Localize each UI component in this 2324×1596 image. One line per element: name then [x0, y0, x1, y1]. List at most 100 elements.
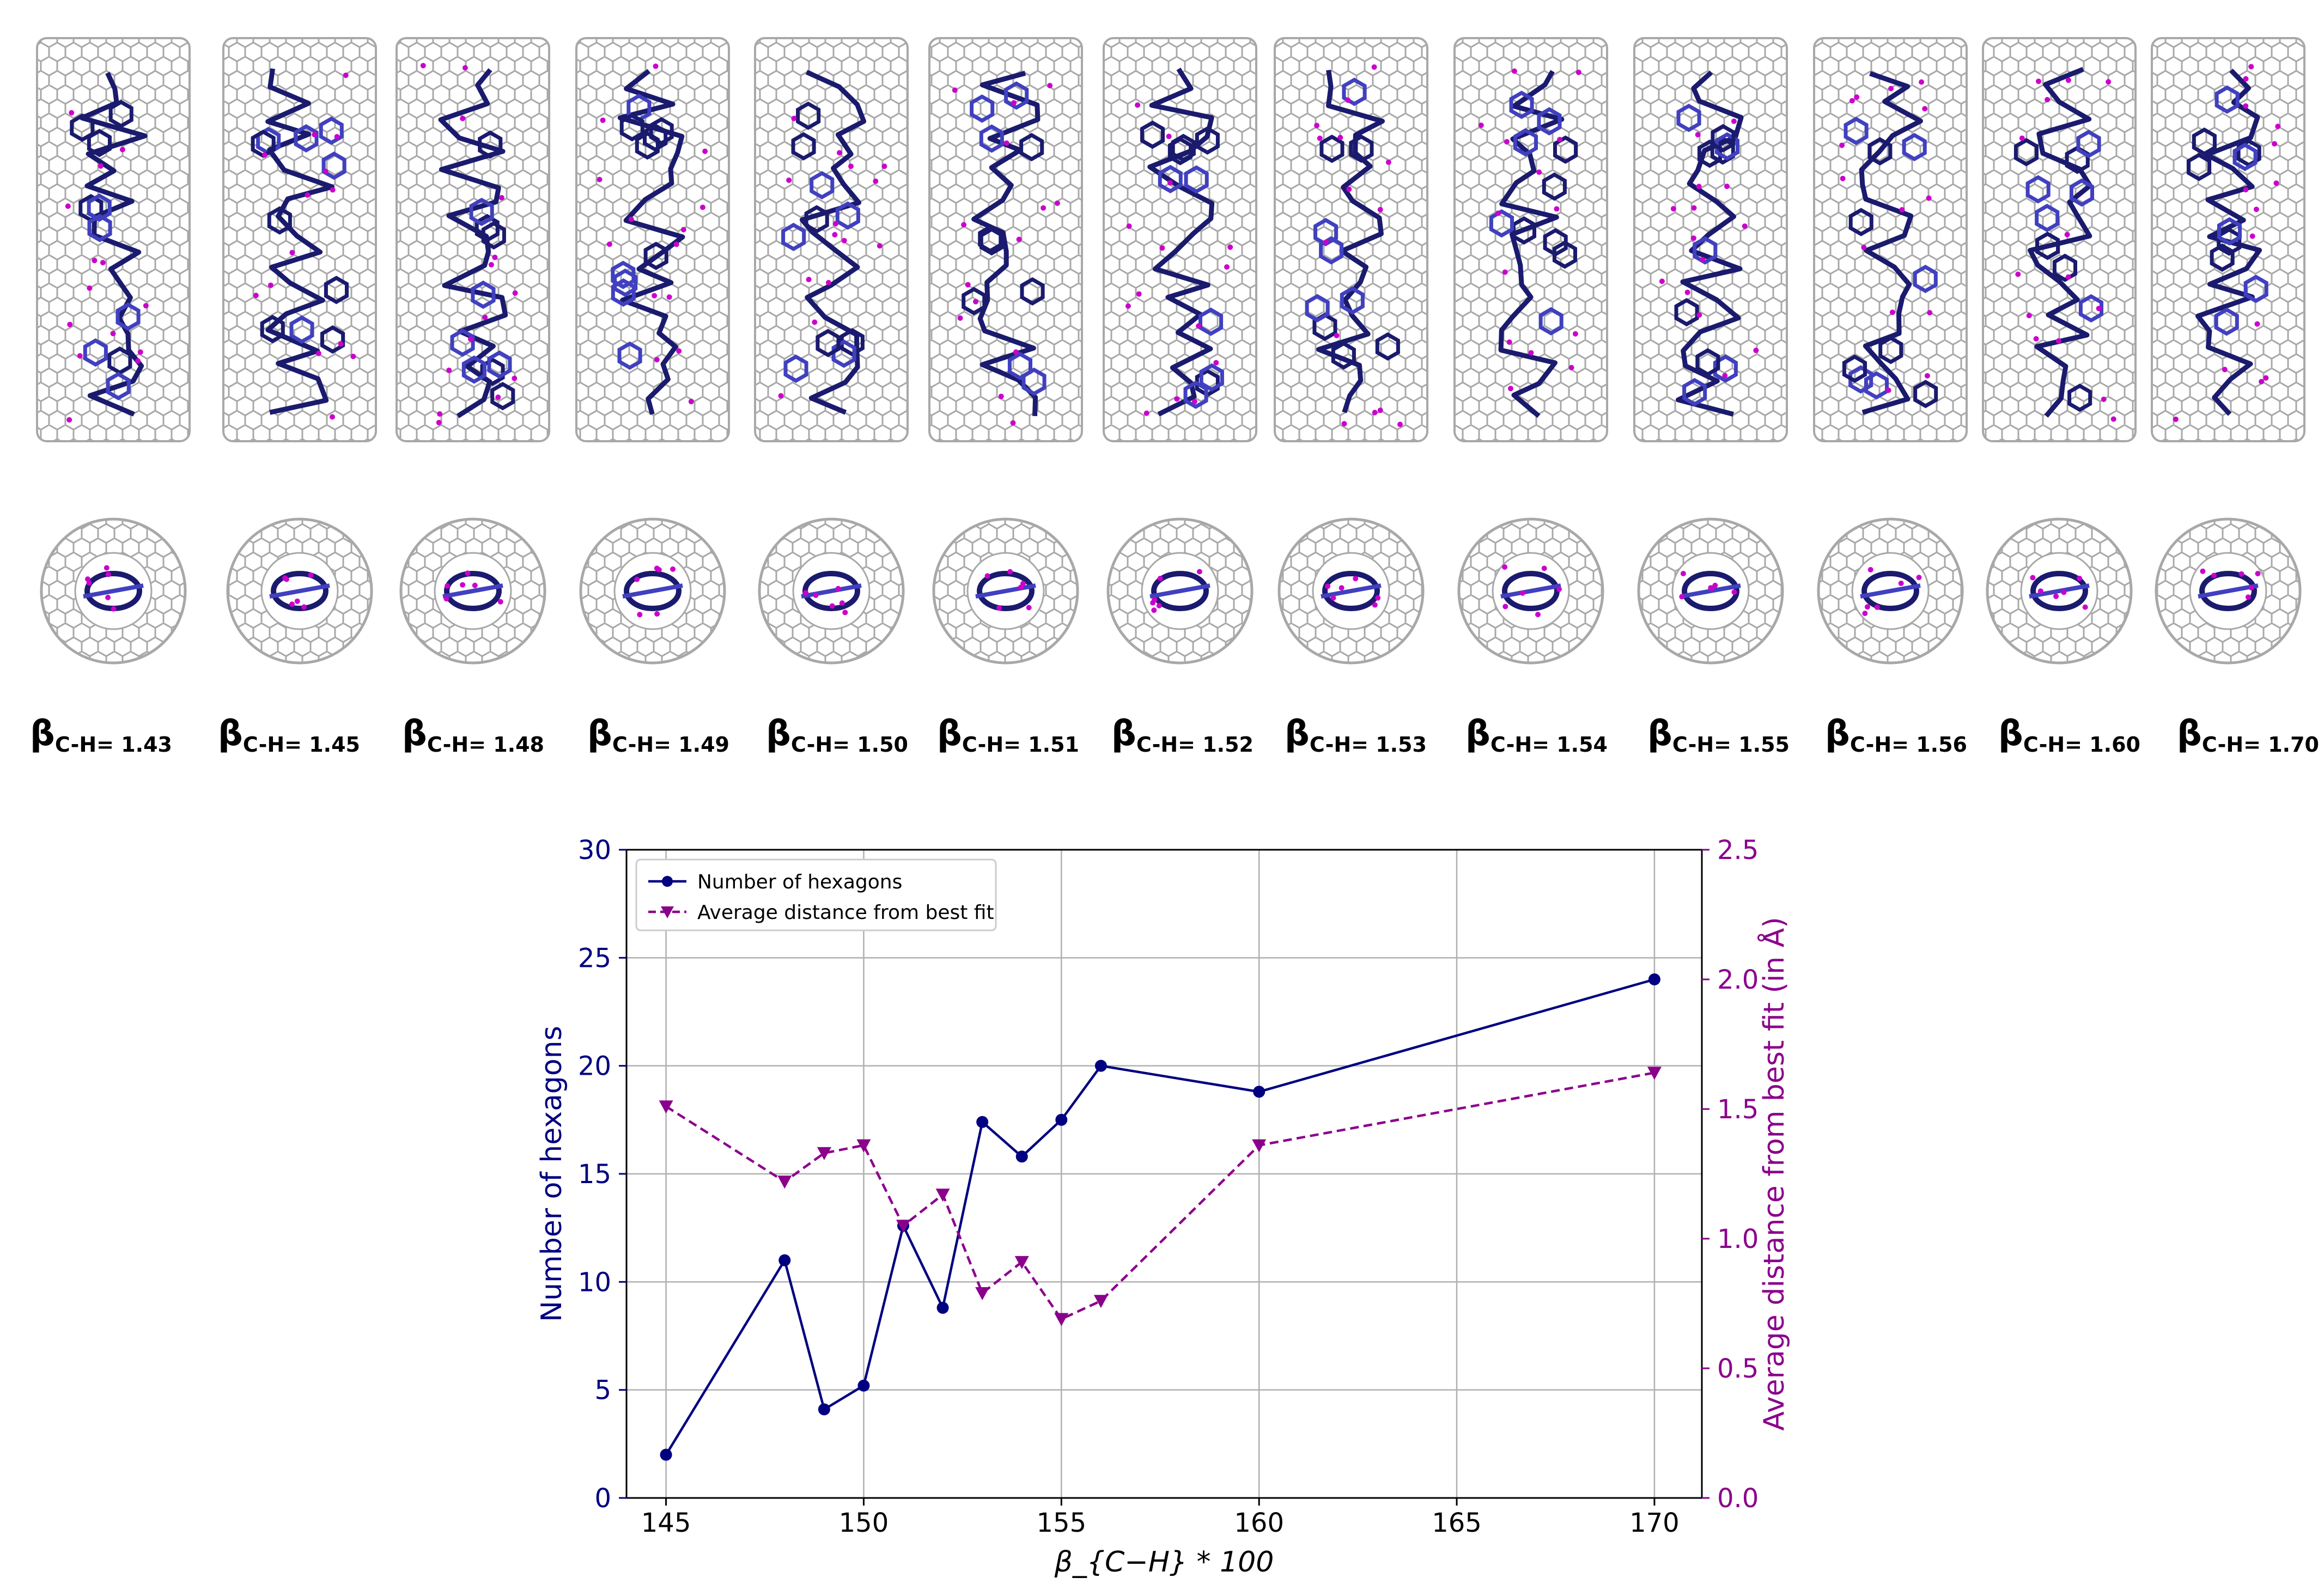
beta-symbol: β: [766, 714, 791, 754]
data-point-hexagons: [1648, 973, 1660, 985]
beta-subscript: C-H= 1.54: [1490, 733, 1608, 757]
molecule-structure: [420, 63, 518, 425]
x-tick-label: 165: [1432, 1508, 1482, 1538]
y2-axis-label: Average distance from best fit (in Å): [1757, 917, 1791, 1430]
beta-subscript: C-H= 1.52: [1136, 733, 1254, 757]
molecule-structure: [2173, 64, 2281, 422]
beta-symbol: β: [1465, 714, 1490, 754]
nanotube-panel: [575, 37, 730, 665]
nanotube-side-view: [396, 37, 550, 442]
nanotube-side-view: [575, 37, 730, 442]
beta-label: βC-H= 1.55: [1647, 714, 1790, 757]
legend-label: Number of hexagons: [697, 871, 902, 893]
data-point-distance: [1647, 1067, 1662, 1080]
beta-label: βC-H= 1.49: [587, 714, 729, 757]
data-point-distance: [975, 1287, 990, 1300]
molecule-structure: [778, 70, 887, 415]
molecule-structure: [1125, 68, 1233, 417]
y2-tick-label: 0.5: [1717, 1354, 1759, 1384]
beta-label: βC-H= 1.53: [1285, 714, 1427, 757]
beta-symbol: β: [1111, 714, 1136, 754]
beta-subscript: C-H= 1.60: [2023, 733, 2140, 757]
y2-tick-label: 0.0: [1717, 1483, 1759, 1514]
nanotube-side-view: [1103, 37, 1257, 442]
y2-tick-label: 1.5: [1717, 1094, 1759, 1125]
y-tick-label: 0: [594, 1483, 611, 1514]
beta-label: βC-H= 1.43: [30, 714, 172, 757]
data-point-distance: [777, 1175, 792, 1189]
molecule-structure: [251, 68, 356, 420]
nanotube-panel: [222, 37, 377, 665]
beta-subscript: C-H= 1.49: [612, 733, 729, 757]
beta-label: βC-H= 1.52: [1111, 714, 1254, 757]
nanotube-side-view: [754, 37, 909, 442]
data-point-hexagons: [778, 1254, 791, 1266]
beta-label: βC-H= 1.48: [402, 714, 544, 757]
data-point-hexagons: [976, 1116, 989, 1128]
data-point-distance: [659, 1100, 673, 1114]
nanotube-end-view: [399, 517, 546, 665]
nanotube-end-view: [1637, 517, 1784, 665]
molecule-structure: [1659, 70, 1759, 417]
y-tick-label: 20: [578, 1051, 611, 1082]
data-point-distance: [1252, 1139, 1267, 1153]
beta-label: βC-H= 1.60: [1998, 714, 2140, 757]
nanotube-end-view: [758, 517, 905, 665]
beta-symbol: β: [218, 714, 243, 754]
x-tick-label: 170: [1629, 1508, 1680, 1538]
nanotube-end-view: [932, 517, 1079, 665]
data-point-distance: [817, 1147, 831, 1160]
nanotube-end-view: [1106, 517, 1254, 665]
beta-subscript: C-H= 1.45: [242, 733, 360, 757]
nanotube-end-view: [226, 517, 373, 665]
nanotube-panel: [1274, 37, 1428, 665]
beta-subscript: C-H= 1.50: [790, 733, 908, 757]
y-tick-label: 5: [594, 1375, 611, 1406]
nanotube-end-view: [1277, 517, 1425, 665]
nanotube-panel: [1813, 37, 1968, 665]
beta-label: βC-H= 1.51: [937, 714, 1079, 757]
beta-symbol: β: [1825, 714, 1850, 754]
molecule-structure: [1478, 68, 1581, 418]
beta-symbol: β: [2177, 714, 2202, 754]
legend-marker: [662, 876, 673, 887]
line-chart: 145 150 155 160 165 170 0 5 10 15 20 25 30 0.0 0.5 1.0 1…: [536, 835, 1791, 1579]
beta-subscript: C-H= 1.53: [1309, 733, 1427, 757]
data-point-hexagons: [1055, 1113, 1068, 1126]
beta-symbol: β: [1285, 714, 1310, 754]
data-point-hexagons: [857, 1379, 870, 1392]
data-point-distance: [856, 1139, 871, 1153]
data-point-distance: [1054, 1313, 1069, 1326]
nanotube-panel: [2151, 37, 2305, 665]
x-tick-label: 145: [641, 1508, 691, 1538]
x-tick-label: 150: [839, 1508, 889, 1538]
grid: [626, 849, 1702, 1499]
molecule-structure: [65, 72, 149, 423]
data-point-hexagons: [936, 1301, 949, 1314]
beta-symbol: β: [1647, 714, 1672, 754]
data-point-hexagons: [660, 1448, 672, 1461]
legend-box: [635, 858, 997, 931]
nanotube-panel: [1982, 37, 2137, 665]
y-tick-label: 25: [578, 943, 611, 973]
nanotube-panel: [396, 37, 550, 665]
nanotube-panel: [1103, 37, 1257, 665]
y-tick-label: 30: [578, 835, 611, 866]
y-tick-label: 15: [578, 1159, 611, 1190]
beta-subscript: C-H= 1.43: [54, 733, 172, 757]
beta-symbol: β: [937, 714, 962, 754]
series-line-distance: [665, 1071, 1655, 1321]
data-point-distance: [896, 1220, 911, 1233]
molecule-structure: [597, 63, 708, 415]
beta-symbol: β: [1998, 714, 2023, 754]
nanotube-end-view: [1986, 517, 2133, 665]
nanotube-end-view: [2155, 517, 2302, 665]
beta-label: βC-H= 1.56: [1825, 714, 1967, 757]
nanotube-panel: [36, 37, 191, 665]
beta-subscript: C-H= 1.51: [962, 733, 1079, 757]
data-point-distance: [1093, 1295, 1108, 1308]
beta-symbol: β: [402, 714, 427, 754]
legend-marker: [661, 906, 674, 918]
nanotube-panels: [36, 37, 2305, 665]
series-line-hexagons: [665, 978, 1655, 1455]
